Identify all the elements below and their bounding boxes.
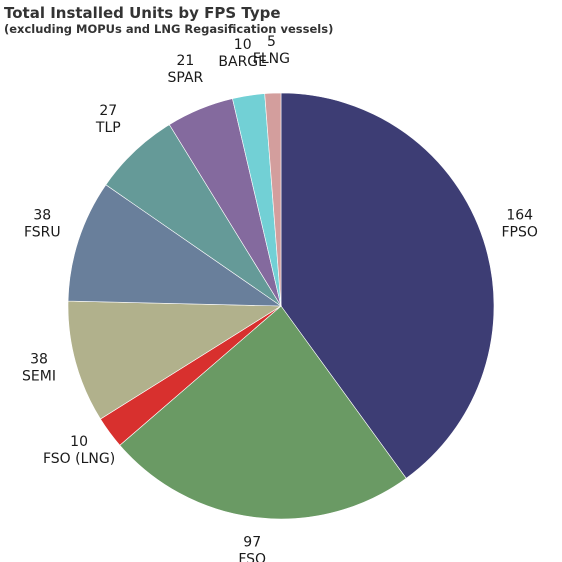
- pie-label-value: 5: [267, 34, 276, 50]
- pie-slice-fso: [119, 305, 407, 520]
- pie-label-name: SPAR: [168, 70, 204, 86]
- pie-slice-semi: [67, 300, 283, 420]
- pie-slice-fpso: [280, 92, 495, 479]
- chart-title: Total Installed Units by FPS Type: [4, 4, 281, 22]
- pie-label-value: 164: [506, 207, 533, 223]
- pie-label-spar: 21 SPAR: [168, 53, 204, 86]
- pie-label-value: 27: [99, 103, 117, 119]
- chart-subtitle: (excluding MOPUs and LNG Regasification …: [4, 22, 334, 36]
- pie-label-value: 10: [234, 37, 252, 53]
- pie-label-flng: 5 FLNG: [253, 34, 290, 67]
- pie-label-value: 10: [70, 434, 88, 450]
- pie-label-value: 97: [243, 534, 261, 550]
- pie-slices: [67, 92, 495, 520]
- pie-label-name: SEMI: [22, 369, 56, 385]
- pie-label-value: 38: [33, 207, 51, 223]
- pie-label-name: FPSO: [501, 224, 537, 240]
- pie-label-fsru: 38 FSRU: [24, 207, 61, 240]
- pie-label-semi: 38 SEMI: [22, 352, 56, 385]
- pie-slice-flng: [264, 92, 282, 307]
- pie-label-value: 38: [30, 352, 48, 368]
- pie-label-fso: 97 FSO: [238, 534, 266, 562]
- pie-label-tlp: 27 TLP: [95, 103, 121, 136]
- pie-slice-fsru: [67, 184, 282, 307]
- pie-label-barge: 10 BARGE: [218, 37, 267, 70]
- pie-label-name: BARGE: [218, 54, 267, 70]
- pie-label-name: FLNG: [253, 51, 290, 67]
- pie-label-fso-lng: 10 FSO (LNG): [43, 434, 115, 467]
- pie-label-name: TLP: [95, 120, 121, 136]
- pie-label-name: FSRU: [24, 224, 61, 240]
- pie-label-fpso: 164 FPSO: [501, 207, 537, 240]
- pie-label-name: FSO (LNG): [43, 451, 115, 467]
- pie-label-name: FSO: [238, 551, 266, 562]
- chart-header: Total Installed Units by FPS Type (exclu…: [4, 4, 333, 37]
- pie-label-value: 21: [176, 53, 194, 69]
